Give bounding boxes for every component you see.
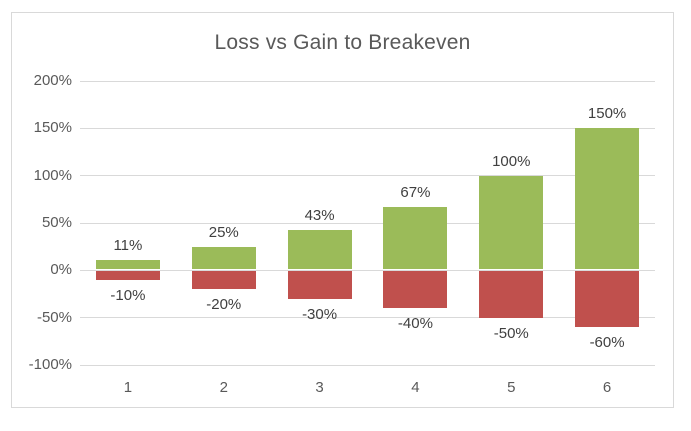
loss-data-label: -10% <box>110 286 146 304</box>
loss-bar <box>383 271 448 309</box>
gain-bar <box>95 259 160 270</box>
x-axis-category-label: 1 <box>123 379 133 396</box>
gain-data-label: 150% <box>587 105 627 123</box>
gain-data-label: 25% <box>208 223 239 241</box>
gain-data-label: 43% <box>304 206 335 224</box>
gridline-0 <box>80 269 655 271</box>
y-axis-tick-label: -100% <box>28 356 72 373</box>
x-axis-category-label: 6 <box>602 379 612 396</box>
gridline-50 <box>80 222 655 224</box>
y-axis-tick-label: 0% <box>50 261 72 279</box>
loss-data-label: -50% <box>493 324 529 342</box>
loss-bar <box>287 271 352 299</box>
x-axis-category-label: 3 <box>315 379 324 396</box>
loss-bar <box>479 271 544 318</box>
loss-bar <box>191 271 256 290</box>
gain-bar <box>479 175 544 270</box>
loss-bar <box>575 271 640 328</box>
loss-data-label: -30% <box>302 305 338 323</box>
y-axis-tick-label: 150% <box>33 119 72 137</box>
loss-data-label: -40% <box>397 315 433 333</box>
loss-data-label: -20% <box>206 296 242 314</box>
loss-data-label: -60% <box>589 334 625 352</box>
x-axis-category-label: 4 <box>411 379 420 396</box>
gain-bar <box>287 229 352 270</box>
gain-data-label: 11% <box>113 236 143 254</box>
y-axis-tick-label: 100% <box>33 166 72 184</box>
gain-data-label: 67% <box>400 183 431 201</box>
y-axis-tick-label: 200% <box>33 72 72 89</box>
gain-bar <box>575 128 640 270</box>
y-axis-tick-label: 50% <box>41 214 72 231</box>
gain-bar <box>191 246 256 270</box>
x-axis-category-label: 5 <box>507 379 516 396</box>
gridline--100 <box>80 364 655 366</box>
gridline--50 <box>80 317 655 319</box>
x-axis-category-label: 2 <box>219 379 228 396</box>
gain-bar <box>383 206 448 270</box>
loss-bar <box>95 271 160 280</box>
chart-plot-border <box>11 12 674 408</box>
gain-data-label: 100% <box>492 152 531 170</box>
gridline-100 <box>80 175 655 177</box>
gridline-200 <box>80 80 655 82</box>
y-axis-tick-label: -50% <box>36 308 72 326</box>
gridline-150 <box>80 127 655 129</box>
chart-title: Loss vs Gain to Breakeven <box>214 31 471 54</box>
